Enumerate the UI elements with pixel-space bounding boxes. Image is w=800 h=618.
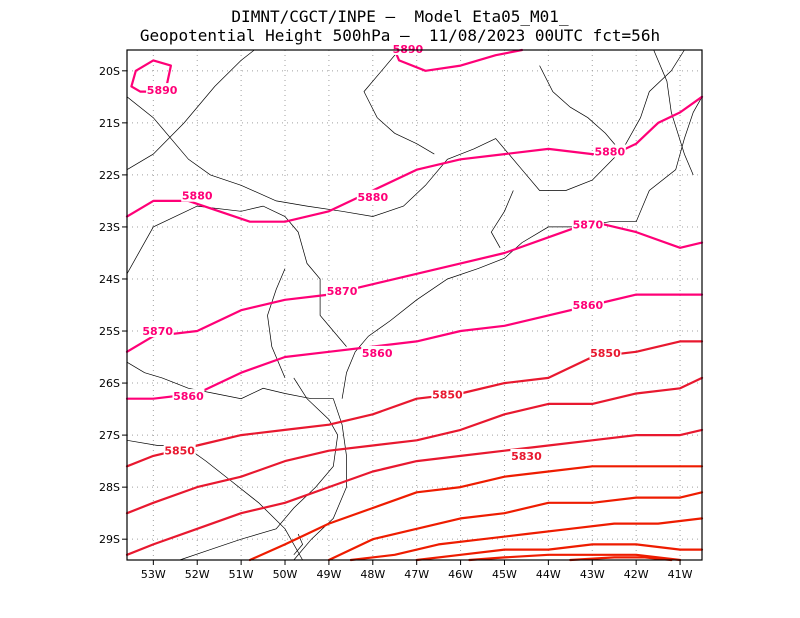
contour-label-bg [326,283,359,297]
y-tick-label: 22S [99,169,120,182]
contour-label-bg [589,345,622,359]
contour-label: 5860 [173,390,204,403]
plot-frame [126,49,703,561]
contour-5770 [569,556,673,562]
coastline [490,190,514,248]
y-tick-label: 27S [99,429,120,442]
coastline [126,361,347,561]
contour-5860 [125,293,704,400]
x-tick-label: 45W [492,568,517,581]
contour-5830 [125,428,704,556]
contour-5870 [125,220,704,353]
x-tick-label: 43W [580,568,605,581]
x-tick-label: 46W [448,568,473,581]
contour-label-bg [571,298,604,311]
chart-title-line-1: DIMNT/CGCT/INPE – Model Eta05_M01_ [231,7,569,26]
contour-label-bg [361,345,394,359]
x-tick-label: 42W [624,568,649,581]
x-axis: 53W 52W 51W 50W 49W 48W 47W 46W 45W 44W 43W 42W 41W [141,560,693,581]
contour-5780 [468,553,682,562]
coastline [126,205,347,347]
contour-label: 5860 [362,347,393,360]
contour-label: 5870 [573,218,604,231]
contour-label-bg [571,217,604,231]
contour-5840 [125,376,704,515]
coastline [363,49,435,155]
coastline [126,439,303,561]
contour-label: 5850 [164,445,195,458]
coastline [267,268,286,379]
contour-label: 5880 [357,191,388,204]
coastline [539,65,624,155]
contour-label-bg [510,448,543,462]
y-tick-label: 21S [99,117,120,130]
coastline [179,377,339,561]
coastline [653,49,694,176]
contour-label: 5830 [511,450,542,463]
contour-label: 5860 [573,299,604,312]
x-tick-label: 51W [229,568,254,581]
contour-layer [125,48,704,562]
contour-5890 [130,59,172,93]
contour-5850 [125,340,704,468]
contour-label: 5850 [590,347,621,360]
contour-5800 [349,517,704,562]
x-tick-label: 44W [536,568,561,581]
contour-5810 [327,491,704,562]
contour-5890 [393,48,524,72]
contour-label-bg [163,443,196,457]
contour-label-bg [141,324,174,338]
x-tick-label: 47W [404,568,429,581]
contour-label-bg [391,41,424,55]
x-tick-label: 53W [141,568,166,581]
contour-label-bg [431,387,464,401]
contour-label: 5890 [147,84,178,97]
x-tick-label: 41W [668,568,693,581]
contour-label-bg [146,83,179,97]
coastline [341,96,703,399]
contour-label-bg [593,144,626,158]
y-tick-label: 25S [99,325,120,338]
contour-5820 [248,465,704,562]
chart-title-line-2: Geopotential Height 500hPa – 11/08/2023 … [139,26,661,45]
x-tick-label: 49W [316,568,341,581]
contour-label: 5850 [432,389,463,402]
contour-label-bg [181,188,214,202]
contour-label: 5870 [327,285,358,298]
x-tick-label: 52W [185,568,210,581]
contour-5790 [415,543,704,562]
contour-label-bg [356,189,389,203]
x-tick-label: 48W [360,568,385,581]
contour-label-bg [172,389,205,403]
y-tick-label: 23S [99,221,120,234]
coastline [126,49,685,217]
y-tick-label: 28S [99,481,120,494]
coastline-layer [126,49,703,561]
contour-5880 [125,95,704,223]
contour-label: 5880 [595,145,626,158]
y-tick-label: 29S [99,533,120,546]
contour-label: 5870 [142,325,173,338]
y-axis: 20S 21S 22S 23S 24S 25S 26S 27S 28S 29S [99,65,127,546]
y-tick-label: 20S [99,65,120,78]
y-tick-label: 24S [99,273,120,286]
x-tick-label: 50W [273,568,298,581]
contour-label: 5880 [182,190,213,203]
coastline [126,49,255,171]
y-tick-label: 26S [99,377,120,390]
